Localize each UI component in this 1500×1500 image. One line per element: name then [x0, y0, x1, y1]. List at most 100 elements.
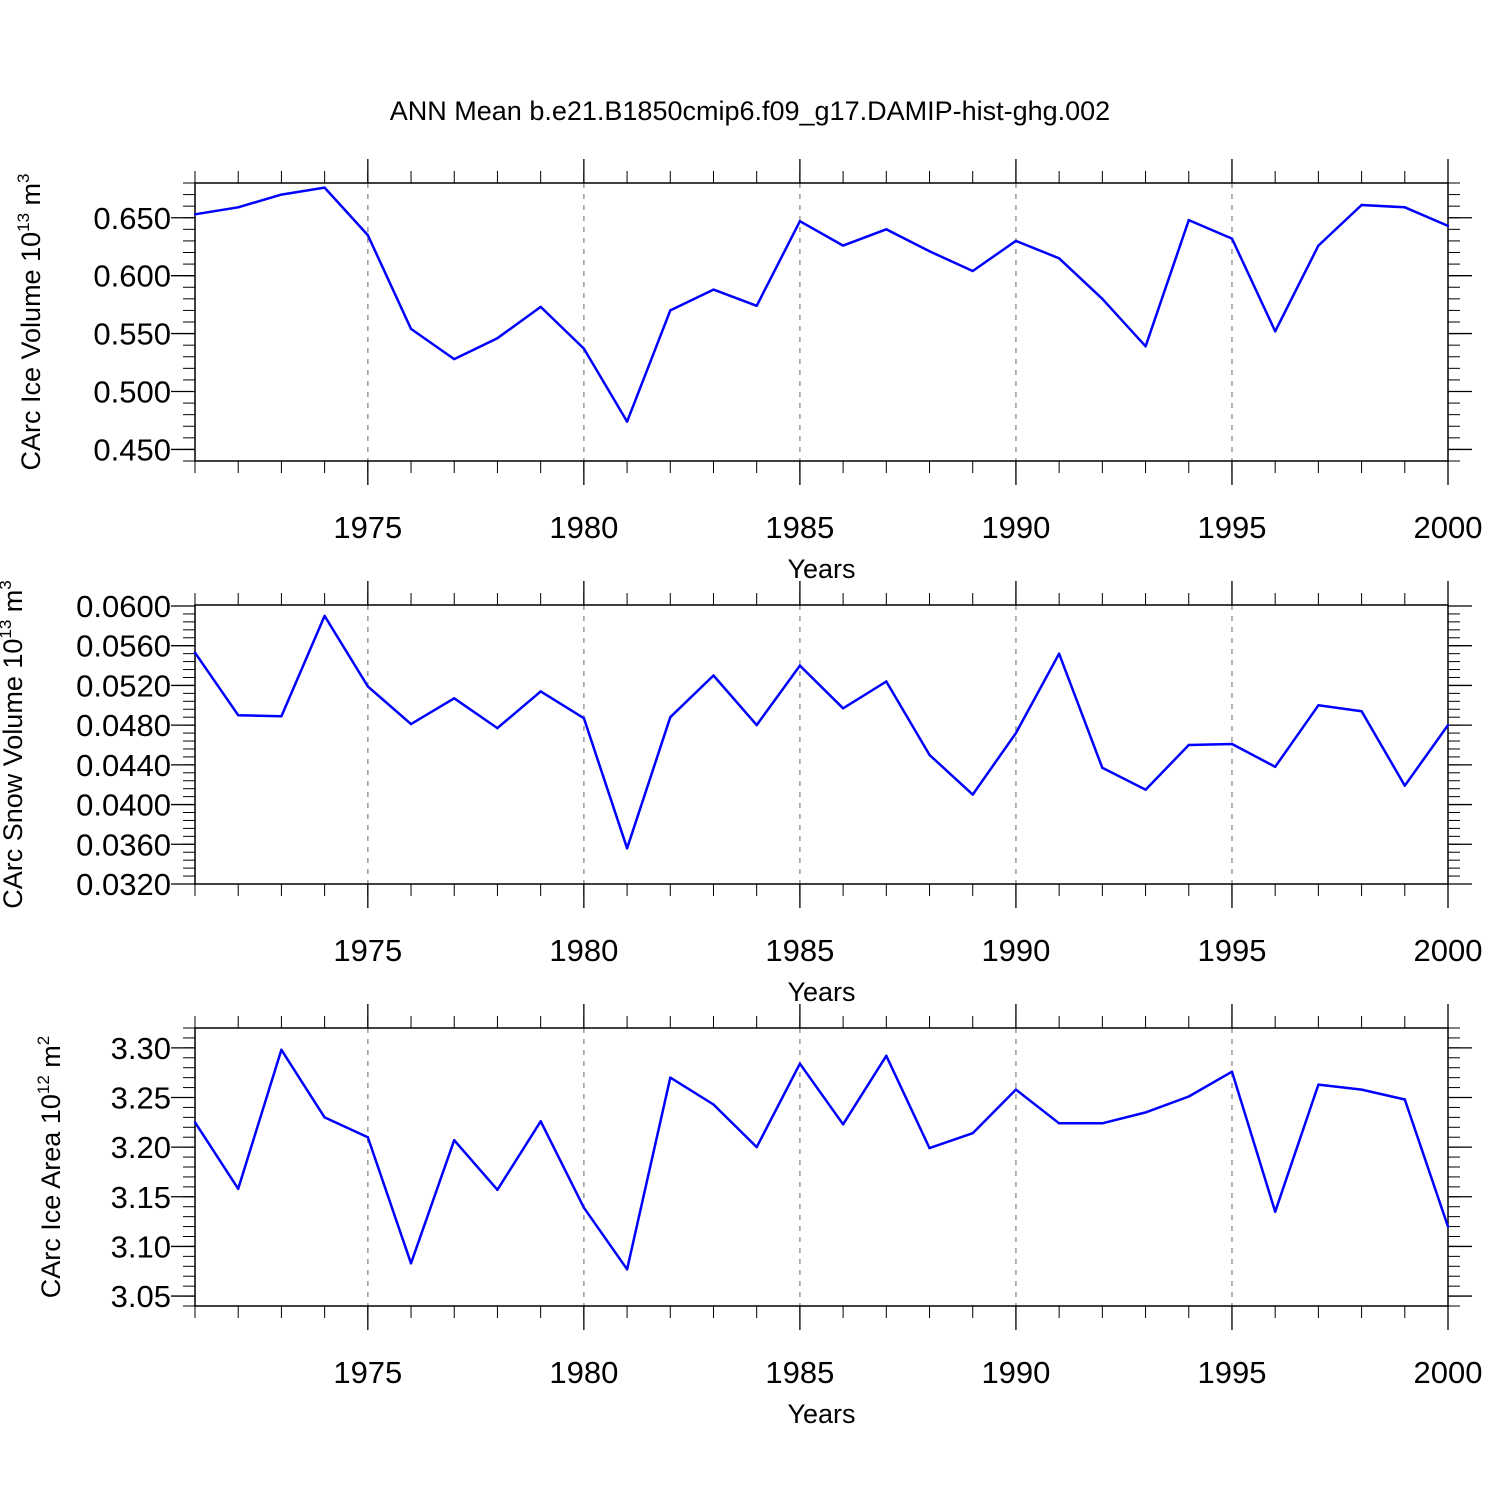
x-tick-label: 1975: [333, 510, 402, 545]
data-point: [841, 244, 845, 247]
data-point: [971, 793, 974, 796]
x-tick-label: 1975: [333, 1355, 402, 1390]
y-tick-label: 0.0360: [76, 827, 171, 862]
y-tick-label: 3.10: [111, 1229, 171, 1264]
data-point: [712, 1103, 715, 1106]
x-axis-label: Years: [787, 1399, 855, 1429]
y-tick-label: 0.0440: [76, 748, 171, 783]
data-point: [1317, 244, 1320, 247]
data-point: [193, 651, 197, 654]
y-axis-label-exponent: 12: [34, 1075, 53, 1094]
figure-title: ANN Mean b.e21.B1850cmip6.f09_g17.DAMIP-…: [390, 96, 1110, 126]
x-tick-label: 1995: [1197, 510, 1266, 545]
y-tick-label: 3.20: [111, 1130, 171, 1165]
data-point: [1317, 704, 1320, 707]
data-point: [1057, 1122, 1061, 1125]
data-point: [1360, 710, 1363, 713]
data-point: [1446, 1225, 1450, 1228]
x-tick-label: 2000: [1414, 510, 1483, 545]
data-point: [841, 1123, 845, 1126]
data-point: [885, 680, 888, 683]
data-point: [755, 723, 758, 727]
data-point: [539, 690, 542, 693]
y-tick-label: 0.500: [93, 375, 171, 410]
data-point: [798, 1062, 802, 1065]
y-tick-label: 0.0560: [76, 629, 171, 664]
y-axis-label-exponent: 13: [14, 213, 33, 232]
y-axis-label-main: CArc Snow Volume 10: [0, 639, 28, 909]
y-tick-label: 0.0320: [76, 867, 171, 902]
y-tick-label: 0.0480: [76, 708, 171, 743]
data-point: [928, 250, 931, 253]
y-tick-label: 0.0600: [76, 589, 171, 624]
data-point: [1230, 742, 1234, 746]
data-point: [885, 1054, 888, 1058]
data-point: [582, 716, 586, 720]
data-point: [280, 715, 283, 718]
data-point: [1273, 330, 1277, 333]
data-point: [669, 309, 672, 312]
data-point: [625, 420, 629, 423]
y-tick-label: 3.05: [111, 1279, 171, 1314]
y-axis-label-unit-exponent: 2: [34, 1036, 53, 1045]
y-tick-label: 3.25: [111, 1081, 171, 1116]
data-point: [625, 1268, 629, 1271]
data-point: [409, 1262, 413, 1265]
data-point: [928, 753, 931, 757]
y-tick-label: 0.0520: [76, 668, 171, 703]
data-point: [798, 664, 802, 667]
data-point: [755, 304, 758, 307]
x-tick-label: 1990: [981, 1355, 1050, 1390]
data-point: [712, 674, 715, 677]
x-tick-label: 1980: [549, 933, 618, 968]
series-line: [193, 1048, 1450, 1271]
x-tick-label: 1990: [981, 510, 1050, 545]
data-point: [1230, 237, 1234, 240]
data-point: [1057, 257, 1061, 260]
data-point: [712, 288, 715, 291]
data-point: [971, 269, 974, 273]
series-line: [193, 614, 1450, 850]
data-point: [1101, 297, 1104, 301]
x-axis-label: Years: [787, 554, 855, 584]
x-tick-label: 1995: [1197, 1355, 1266, 1390]
y-axis-label-exponent: 13: [0, 620, 15, 639]
data-point: [453, 1138, 456, 1142]
data-point: [1101, 1122, 1104, 1125]
data-point: [323, 614, 326, 618]
y-axis-label-main: CArc Ice Volume 10: [16, 232, 46, 471]
data-point: [669, 715, 672, 719]
data-point: [1360, 1088, 1363, 1091]
data-point: [193, 213, 197, 216]
y-tick-label: 0.550: [93, 317, 171, 352]
y-axis-label-unit: m: [36, 1045, 66, 1075]
y-axis-label-unit-exponent: 3: [14, 173, 33, 182]
data-point: [582, 1206, 586, 1209]
data-point: [453, 697, 456, 700]
data-point: [1403, 206, 1406, 209]
data-point: [280, 193, 283, 196]
data-point: [366, 233, 370, 237]
x-tick-label: 2000: [1414, 1355, 1483, 1390]
data-point: [366, 685, 370, 688]
data-point: [1144, 345, 1147, 348]
y-axis-label-main: CArc Ice Area 10: [36, 1094, 66, 1298]
data-point: [1014, 731, 1018, 735]
x-tick-label: 1975: [333, 933, 402, 968]
y-tick-label: 0.0400: [76, 788, 171, 823]
data-point: [1014, 239, 1018, 243]
data-point: [1446, 723, 1450, 727]
data-point: [1273, 765, 1277, 769]
data-point: [496, 337, 499, 340]
data-point: [1144, 1111, 1147, 1114]
data-point: [366, 1136, 370, 1139]
chart-panel-3: 1975 1980 1985 1990 1995 2000 3.05 3.10 3.15 3.20…: [34, 1004, 1482, 1429]
y-tick-label: 0.650: [93, 201, 171, 236]
plot-frame: [194, 182, 1449, 462]
data-point: [582, 347, 586, 350]
plot-frame: [194, 604, 1449, 885]
data-point: [625, 847, 629, 850]
chart-panels: 1975 1980 1985 1990 1995 2000 0.450 0.500 0.550 0…: [0, 159, 1482, 1429]
data-point: [798, 220, 802, 223]
